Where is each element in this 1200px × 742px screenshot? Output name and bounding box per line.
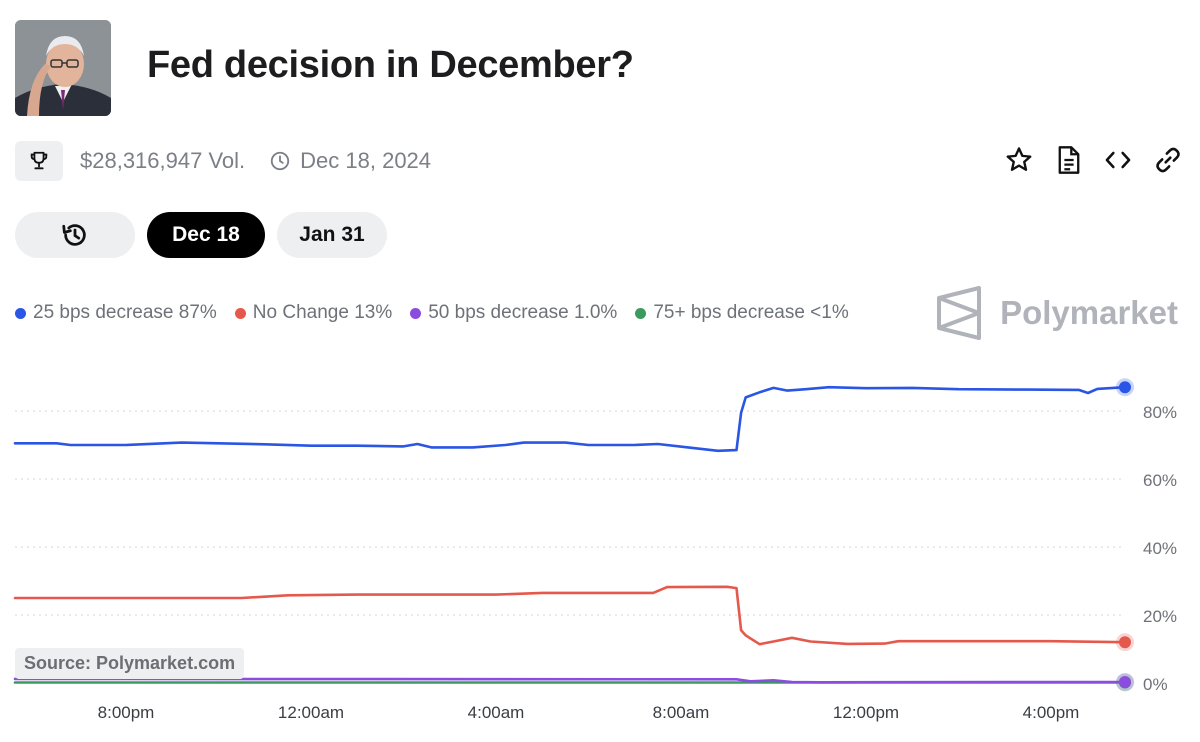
- tab-jan-31[interactable]: Jan 31: [277, 212, 387, 258]
- y-tick-label: 60%: [1143, 471, 1177, 490]
- x-tick-label: 12:00pm: [833, 703, 899, 722]
- series-end-point: [1119, 381, 1131, 394]
- series-end-point: [1119, 636, 1131, 649]
- series-end-point: [1119, 675, 1131, 688]
- source-label: Source: Polymarket.com: [15, 648, 245, 679]
- volume-text: $28,316,947 Vol.: [80, 148, 246, 173]
- link-icon[interactable]: [1154, 146, 1182, 174]
- legend-label: 25 bps decrease 87%: [33, 302, 217, 323]
- legend-item-50bps: 50 bps decrease 1.0%: [410, 302, 617, 324]
- market-avatar: [15, 20, 111, 116]
- x-tick-label: 8:00pm: [98, 703, 155, 722]
- legend-dot: [410, 307, 422, 319]
- action-bar: [1004, 145, 1182, 175]
- brand-watermark: Polymarket: [936, 286, 1178, 340]
- clock-icon: [269, 150, 291, 172]
- polymarket-logo-icon: [937, 286, 982, 340]
- legend-label: 50 bps decrease 1.0%: [428, 302, 618, 323]
- page-title: Fed decision in December?: [147, 44, 634, 86]
- chart-legend: 25 bps decrease 87% No Change 13% 50 bps…: [15, 302, 849, 324]
- series-line-50-bps-decrease: [13, 677, 1127, 684]
- y-tick-label: 20%: [1143, 607, 1177, 626]
- trophy-icon: [30, 151, 48, 170]
- legend-dot: [234, 307, 246, 319]
- x-tick-label: 4:00pm: [1023, 703, 1080, 722]
- legend-label: 75+ bps decrease <1%: [653, 302, 849, 323]
- end-date: Dec 18, 2024: [300, 148, 432, 173]
- probability-chart: 0% 20% 40% 60% 80% 8:00pm 12:00am 4:00am 8:00am…: [13, 378, 1177, 722]
- x-tick-label: 8:00am: [653, 703, 710, 722]
- legend-dot: [635, 307, 647, 319]
- y-tick-label: 40%: [1143, 539, 1177, 558]
- avatar-illustration: [15, 20, 111, 116]
- y-tick-label: 80%: [1143, 403, 1177, 422]
- market-meta: $28,316,947 Vol. Dec 18, 2024: [15, 141, 431, 181]
- brand-name: Polymarket: [1000, 294, 1178, 331]
- document-icon[interactable]: [1056, 145, 1082, 175]
- legend-label: No Change 13%: [252, 302, 393, 323]
- tab-dec-18[interactable]: Dec 18: [147, 212, 265, 258]
- series-line-no-change: [13, 585, 1127, 646]
- history-icon: [62, 224, 86, 246]
- legend-item-75bps: 75+ bps decrease <1%: [635, 302, 849, 324]
- x-tick-label: 4:00am: [468, 703, 525, 722]
- legend-dot: [15, 307, 26, 319]
- star-icon[interactable]: [1004, 145, 1034, 175]
- y-tick-label: 0%: [1143, 675, 1168, 694]
- x-tick-label: 12:00am: [278, 703, 344, 722]
- legend-item-no-change: No Change 13%: [234, 302, 393, 324]
- history-tab[interactable]: [15, 212, 135, 258]
- series-line-25-bps-decrease: [13, 385, 1127, 453]
- embed-code-icon[interactable]: [1104, 146, 1132, 174]
- date-tabs: Dec 18 Jan 31: [15, 212, 387, 258]
- legend-item-25bps: 25 bps decrease 87%: [15, 302, 217, 324]
- trophy-badge: [15, 141, 63, 181]
